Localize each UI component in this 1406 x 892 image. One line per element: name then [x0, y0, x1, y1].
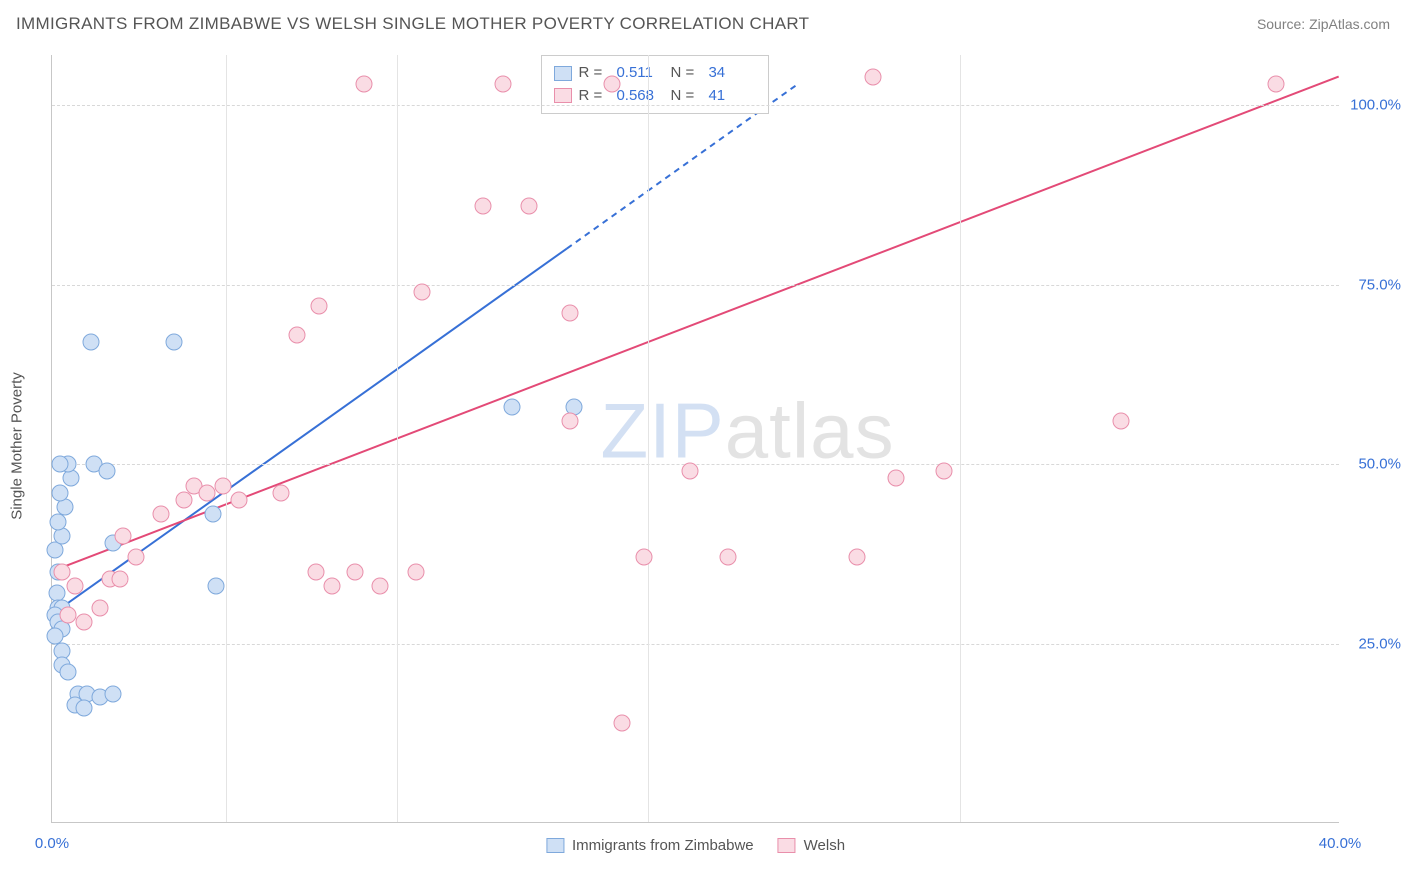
data-point — [865, 68, 882, 85]
legend-r-value: 0.568 — [616, 85, 664, 108]
data-point — [198, 484, 215, 501]
chart-title: IMMIGRANTS FROM ZIMBABWE VS WELSH SINGLE… — [16, 14, 809, 34]
data-point — [230, 492, 247, 509]
data-point — [720, 549, 737, 566]
vgridline — [648, 55, 649, 822]
legend-swatch — [778, 838, 796, 853]
data-point — [346, 563, 363, 580]
data-point — [504, 398, 521, 415]
data-point — [76, 614, 93, 631]
data-point — [105, 685, 122, 702]
legend-swatch — [554, 66, 572, 81]
data-point — [1267, 75, 1284, 92]
data-point — [205, 506, 222, 523]
legend-swatch — [546, 838, 564, 853]
data-point — [311, 298, 328, 315]
legend-swatch — [554, 88, 572, 103]
data-point — [613, 714, 630, 731]
legend-n-value: 41 — [708, 85, 756, 108]
data-point — [562, 305, 579, 322]
data-point — [60, 664, 77, 681]
data-point — [356, 75, 373, 92]
source-label: Source: — [1257, 16, 1309, 32]
data-point — [494, 75, 511, 92]
y-tick-label: 50.0% — [1345, 456, 1401, 473]
data-point — [76, 700, 93, 717]
data-point — [176, 492, 193, 509]
data-point — [272, 484, 289, 501]
data-point — [66, 578, 83, 595]
data-point — [288, 326, 305, 343]
watermark-zip: ZIP — [600, 387, 724, 475]
data-point — [53, 563, 70, 580]
data-point — [849, 549, 866, 566]
data-point — [63, 470, 80, 487]
data-point — [111, 570, 128, 587]
data-point — [681, 463, 698, 480]
data-point — [414, 283, 431, 300]
data-point — [887, 470, 904, 487]
data-point — [475, 197, 492, 214]
vgridline — [226, 55, 227, 822]
data-point — [636, 549, 653, 566]
data-point — [1113, 413, 1130, 430]
data-point — [127, 549, 144, 566]
gridline — [52, 285, 1339, 286]
data-point — [324, 578, 341, 595]
chart-source: Source: ZipAtlas.com — [1257, 16, 1390, 32]
data-point — [92, 599, 109, 616]
data-point — [520, 197, 537, 214]
gridline — [52, 644, 1339, 645]
y-axis-label: Single Mother Poverty — [9, 372, 26, 520]
legend-n-value: 34 — [708, 62, 756, 85]
y-tick-label: 25.0% — [1345, 635, 1401, 652]
legend-item: Immigrants from Zimbabwe — [546, 837, 754, 854]
y-tick-label: 75.0% — [1345, 276, 1401, 293]
data-point — [114, 527, 131, 544]
data-point — [208, 578, 225, 595]
legend-series-name: Immigrants from Zimbabwe — [572, 837, 754, 854]
data-point — [98, 463, 115, 480]
source-link[interactable]: ZipAtlas.com — [1309, 16, 1390, 32]
data-point — [52, 456, 69, 473]
data-point — [935, 463, 952, 480]
regression-lines — [52, 55, 1339, 822]
x-tick-label: 0.0% — [35, 835, 69, 852]
data-point — [82, 334, 99, 351]
gridline — [52, 105, 1339, 106]
data-point — [604, 75, 621, 92]
data-point — [407, 563, 424, 580]
legend-n-label: N = — [670, 85, 702, 108]
data-point — [166, 334, 183, 351]
x-tick-label: 40.0% — [1319, 835, 1362, 852]
legend-row: R =0.568N =41 — [554, 85, 756, 108]
vgridline — [397, 55, 398, 822]
vgridline — [960, 55, 961, 822]
data-point — [372, 578, 389, 595]
watermark-atlas: atlas — [725, 387, 895, 475]
legend-row: R =0.511N =34 — [554, 62, 756, 85]
legend-n-label: N = — [670, 62, 702, 85]
data-point — [214, 477, 231, 494]
y-tick-label: 100.0% — [1345, 97, 1401, 114]
series-legend: Immigrants from Zimbabwe Welsh — [546, 837, 845, 854]
legend-item: Welsh — [778, 837, 845, 854]
data-point — [308, 563, 325, 580]
data-point — [53, 527, 70, 544]
legend-r-value: 0.511 — [616, 62, 664, 85]
scatter-chart: ZIPatlas R =0.511N =34R =0.568N =41 Immi… — [51, 55, 1339, 823]
data-point — [60, 606, 77, 623]
legend-series-name: Welsh — [804, 837, 845, 854]
data-point — [52, 484, 69, 501]
data-point — [562, 413, 579, 430]
data-point — [153, 506, 170, 523]
